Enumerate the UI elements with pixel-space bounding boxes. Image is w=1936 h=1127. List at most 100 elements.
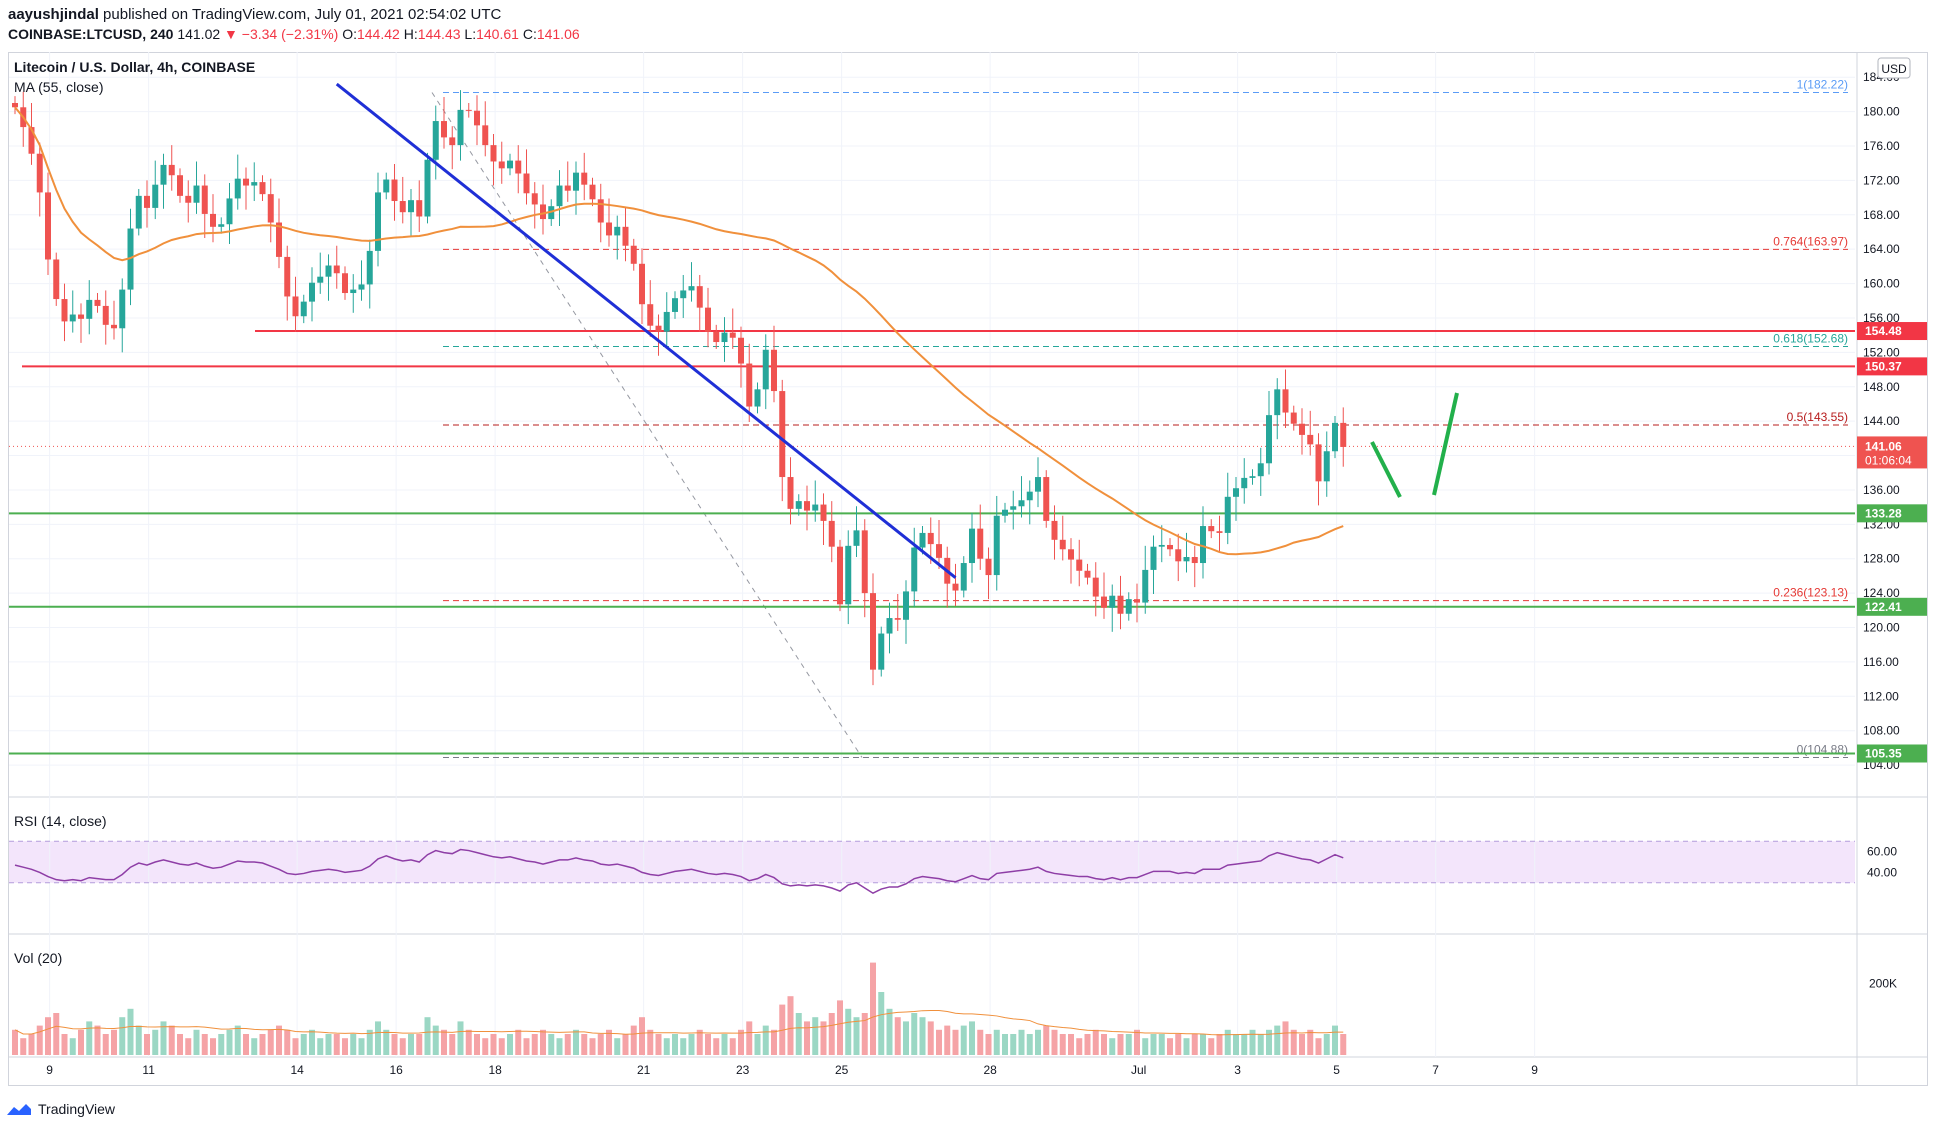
volume-bar (358, 1038, 365, 1055)
volume-bar (597, 1034, 604, 1055)
symbol-label: COINBASE:LTCUSD, 240 (8, 26, 174, 42)
candle-body (482, 125, 489, 146)
candle-body (1035, 477, 1041, 492)
volume-bar (1340, 1034, 1347, 1055)
volume-bar (1257, 1034, 1264, 1055)
volume-bar (1332, 1025, 1338, 1055)
candle-body (779, 391, 786, 478)
candle-body (408, 200, 414, 213)
volume-bar (952, 1029, 959, 1055)
ma-line (14, 106, 1344, 556)
publisher-name[interactable]: aayushjindal (8, 6, 99, 23)
volume-bar (919, 1017, 926, 1055)
candle-body (1183, 557, 1190, 562)
volume-bar (1167, 1038, 1173, 1055)
candle-body (1026, 491, 1033, 501)
volume-bar (721, 1034, 728, 1055)
footer-brand[interactable]: TradingView (38, 1101, 116, 1117)
candle-body (556, 185, 563, 207)
x-tick-label: 25 (835, 1063, 849, 1077)
candle-body (424, 159, 431, 217)
candle-body (1274, 389, 1281, 416)
candle-body (1059, 539, 1066, 550)
published-text: published on TradingView.com, July 01, 2… (103, 6, 502, 23)
volume-bar (1175, 1034, 1182, 1055)
last-price-label: 141.06 (1865, 439, 1902, 453)
volume-bar (606, 1029, 612, 1055)
candle-body (680, 290, 687, 299)
volume-bar (432, 1025, 439, 1055)
candle-body (630, 245, 637, 264)
volume-bar (391, 1034, 398, 1055)
volume-bar (441, 1029, 447, 1055)
candle-body (1266, 415, 1272, 464)
currency-badge[interactable] (1877, 57, 1911, 79)
candle-body (927, 532, 934, 545)
volume-bar (111, 1029, 117, 1055)
volume-bar (1233, 1034, 1239, 1055)
candle-body (1200, 526, 1206, 564)
candle-body (787, 477, 794, 509)
volume-bar (210, 1038, 216, 1055)
volume-bar (342, 1038, 348, 1055)
volume-bar (622, 1034, 629, 1055)
volume-bar (993, 1029, 1000, 1055)
candle-body (985, 558, 992, 576)
candle-body (45, 192, 51, 260)
volume-bar (28, 1034, 35, 1055)
volume-bar (119, 1017, 126, 1055)
candle-body (1125, 599, 1132, 614)
candle-body (391, 179, 398, 202)
candle-body (655, 325, 662, 332)
last-price-tag (1857, 436, 1927, 469)
candle-body (960, 563, 967, 591)
tradingview-logo-icon[interactable] (6, 1101, 32, 1117)
candle-body (383, 179, 390, 193)
volume-bar (177, 1034, 183, 1055)
candle-body (218, 224, 225, 227)
y-tick-label: 112.00 (1863, 689, 1899, 703)
volume-bar (754, 1034, 761, 1055)
fib-level-label: 0.618(152.68) (1773, 332, 1848, 346)
candle-body (1208, 526, 1215, 532)
x-tick-label: 3 (1234, 1063, 1241, 1077)
candle-body (771, 349, 777, 392)
volume-bar (45, 1017, 51, 1055)
candle-body (292, 296, 299, 317)
candle-body (705, 307, 711, 332)
y-tick-label: 120.00 (1863, 621, 1900, 635)
volume-bar (1323, 1034, 1330, 1055)
candle-body (606, 222, 612, 236)
volume-bar (729, 1038, 736, 1055)
volume-bar (292, 1038, 299, 1055)
candle-body (94, 299, 101, 306)
candle-body (936, 544, 942, 558)
candle-body (919, 532, 926, 548)
candle-body (729, 332, 736, 338)
volume-bar (168, 1025, 175, 1055)
chart-frame (8, 52, 1928, 1086)
volume-bar (837, 1000, 843, 1055)
currency-label: USD (1881, 62, 1907, 76)
candle-body (1282, 389, 1289, 413)
volume-bar (1274, 1025, 1281, 1055)
volume-bar (449, 1034, 456, 1055)
y-tick-label: 108.00 (1863, 724, 1900, 738)
volume-bar (1109, 1038, 1116, 1055)
candle-body (399, 201, 406, 213)
trendline (335, 82, 957, 579)
volume-bar (878, 992, 885, 1055)
volume-bar (540, 1029, 546, 1055)
volume-bar (663, 1038, 670, 1055)
fib-level-label: 1(182.22) (1797, 78, 1848, 92)
x-tick-label: 7 (1432, 1063, 1439, 1077)
volume-bar (490, 1034, 497, 1055)
volume-bar (185, 1038, 192, 1055)
candle-body (490, 145, 497, 162)
y-tick-label: 164.00 (1863, 242, 1900, 256)
volume-bar (614, 1038, 621, 1055)
volume-bar (1200, 1034, 1206, 1055)
support-price-tag (1857, 504, 1927, 523)
candle-body (474, 110, 480, 126)
